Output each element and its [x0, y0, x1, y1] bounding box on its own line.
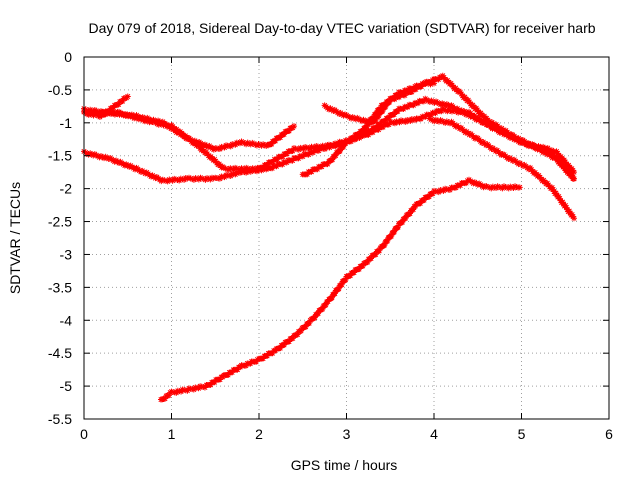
series-markers [321, 79, 437, 126]
y-tick-label: -1.5 [48, 148, 72, 164]
x-tick-label: 4 [430, 426, 438, 442]
series-markers [158, 176, 523, 403]
x-tick-label: 3 [343, 426, 351, 442]
y-tick-label: -3 [60, 246, 73, 262]
y-tick-label: -4.5 [48, 345, 72, 361]
y-tick-label: -0.5 [48, 82, 72, 98]
x-tick-label: 2 [255, 426, 263, 442]
series-markers [299, 72, 577, 182]
y-axis-title: SDTVAR / TECUs [7, 182, 23, 294]
axis-ticks: 0 1 2 3 4 5 6 0 -0.5 -1 -1.5 -2 -2.5 -3 -3.5 -4 -4.5 -5 -5… [48, 49, 613, 442]
y-tick-label: -3.5 [48, 279, 72, 295]
y-tick-label: -5.5 [48, 411, 72, 427]
x-tick-label: 5 [518, 426, 526, 442]
x-axis-title: GPS time / hours [291, 457, 398, 473]
x-tick-label: 1 [168, 426, 176, 442]
series-markers [426, 115, 577, 222]
series-arc-8 [158, 176, 523, 403]
y-tick-label: -5 [60, 378, 73, 394]
grid-lines [84, 57, 609, 419]
series-arc-7 [426, 115, 577, 222]
y-tick-label: -2.5 [48, 214, 72, 230]
chart-title: Day 079 of 2018, Sidereal Day-to-day VTE… [88, 20, 595, 36]
y-tick-label: -2 [60, 181, 73, 197]
y-tick-label: -4 [60, 312, 73, 328]
x-tick-label: 6 [605, 426, 613, 442]
series-arc-6 [321, 79, 437, 126]
y-tick-label: 0 [64, 49, 72, 65]
series-arc-5 [299, 72, 577, 182]
series-line [302, 75, 575, 180]
x-tick-label: 0 [80, 426, 88, 442]
y-tick-label: -1 [60, 115, 73, 131]
